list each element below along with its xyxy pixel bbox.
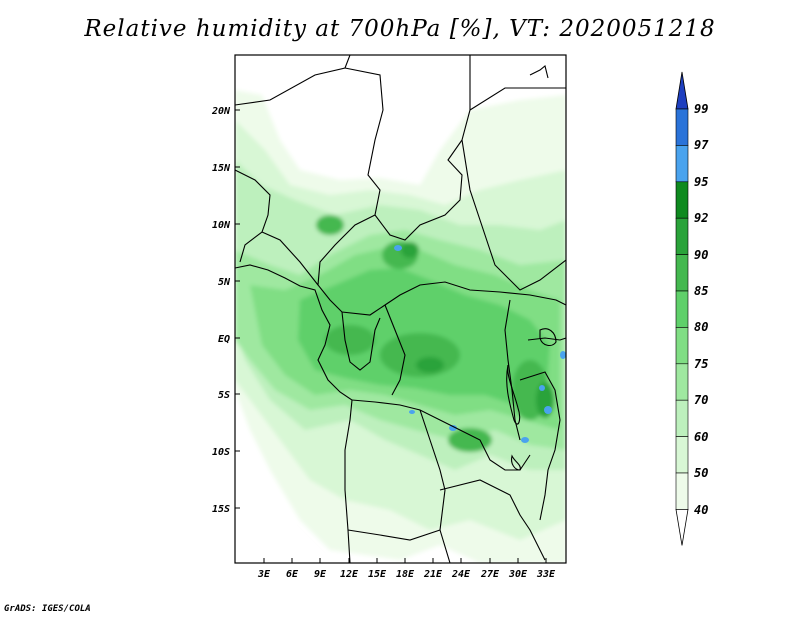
colorbar-segment <box>675 363 689 401</box>
rh-95-spot <box>539 385 545 391</box>
lon-label: 12E <box>340 569 359 580</box>
border-line <box>235 55 351 106</box>
colorbar-segment <box>675 145 689 183</box>
colorbar-label: 40 <box>694 503 708 517</box>
lat-label: 10N <box>212 220 231 231</box>
colorbar-label: 90 <box>694 248 708 262</box>
rh-85-patch <box>316 215 344 235</box>
colorbar-label: 80 <box>694 320 708 334</box>
colorbar-segments <box>675 71 689 546</box>
lon-axis <box>263 558 547 563</box>
colorbar-label: 99 <box>694 102 708 116</box>
colorbar-label: 75 <box>694 357 708 371</box>
border-line <box>439 479 546 561</box>
colorbar-label: 50 <box>694 466 708 480</box>
colorbar-label: 85 <box>694 284 708 298</box>
colorbar-label: 95 <box>694 175 708 189</box>
rh-95-spot <box>544 406 552 414</box>
rh-95-spot <box>449 425 457 431</box>
plot-frame <box>234 54 567 564</box>
lake <box>506 364 521 425</box>
lon-label: 24E <box>451 569 471 580</box>
colorbar-segment <box>675 290 689 328</box>
rh-85-patch <box>448 428 492 452</box>
rh-85-patch <box>325 325 375 355</box>
border-line <box>527 337 566 341</box>
lake <box>511 454 521 471</box>
lat-axis <box>235 109 240 509</box>
colorbar-label: 97 <box>694 138 709 152</box>
colorbar-labels: 99 97 95 92 90 85 80 75 70 60 50 40 <box>694 102 709 517</box>
lat-labels: 20N 15N 10N 5N EQ 5S 10S 15S <box>211 106 231 515</box>
border-line <box>461 139 566 291</box>
lat-label: 10S <box>212 447 230 458</box>
colorbar-segment <box>675 327 689 365</box>
lake <box>539 328 557 347</box>
lon-label: 21E <box>423 569 443 580</box>
border-line <box>261 231 319 286</box>
border-line <box>469 87 566 111</box>
rh-95-spot <box>560 351 566 359</box>
humidity-field <box>235 90 566 563</box>
grads-credit: GrADS: IGES/COLA <box>4 604 91 614</box>
lon-label: 27E <box>480 569 500 580</box>
lon-label: 6E <box>286 569 299 580</box>
rh-95-spot <box>521 437 529 443</box>
lon-label: 18E <box>396 569 415 580</box>
lat-label: 5S <box>218 390 230 401</box>
lon-label: 3E <box>257 569 271 580</box>
colorbar-segment <box>675 436 689 474</box>
border-line <box>341 311 381 371</box>
coast-detail <box>529 65 549 79</box>
colorbar-segment <box>675 399 689 437</box>
rh-95-spot <box>409 410 415 414</box>
lat-label: 5N <box>218 277 231 288</box>
colorbar-label: 60 <box>694 430 708 444</box>
map-title: Relative humidity at 700hPa [%], VT: 202… <box>84 16 716 42</box>
border-line <box>384 304 406 396</box>
colorbar-label: 92 <box>694 211 708 225</box>
border-line <box>235 169 271 263</box>
colorbar-segment <box>675 472 689 510</box>
colorbar-segment <box>675 217 689 255</box>
lat-label: 15N <box>212 163 231 174</box>
border-line <box>351 399 531 471</box>
colorbar-segment <box>675 71 689 110</box>
rh-90-patch <box>416 357 444 373</box>
coastline <box>235 264 353 563</box>
rh-90-patch <box>401 242 419 258</box>
colorbar-segment <box>675 108 689 146</box>
lat-label: 20N <box>211 106 231 117</box>
border-line <box>347 529 441 541</box>
colorbar-segment <box>675 254 689 292</box>
lon-label: 30E <box>508 569 528 580</box>
borders <box>235 55 566 563</box>
colorbar-label: 70 <box>694 393 708 407</box>
lon-labels: 3E 6E 9E 12E 15E 18E 21E 24E 27E 30E 33E <box>257 569 556 580</box>
colorbar: 99 97 95 92 90 85 80 75 70 60 50 40 <box>675 71 709 546</box>
lon-label: 15E <box>368 569 387 580</box>
colorbar-segment <box>675 181 689 219</box>
lon-label: 33E <box>536 569 556 580</box>
lon-label: 9E <box>314 569 327 580</box>
border-line <box>419 409 451 563</box>
border-line <box>344 55 471 241</box>
lat-label: EQ <box>218 334 230 345</box>
lat-label: 15S <box>212 504 230 515</box>
rh-95-spot <box>394 245 402 251</box>
colorbar-segment <box>675 508 689 546</box>
border-line <box>519 371 561 521</box>
